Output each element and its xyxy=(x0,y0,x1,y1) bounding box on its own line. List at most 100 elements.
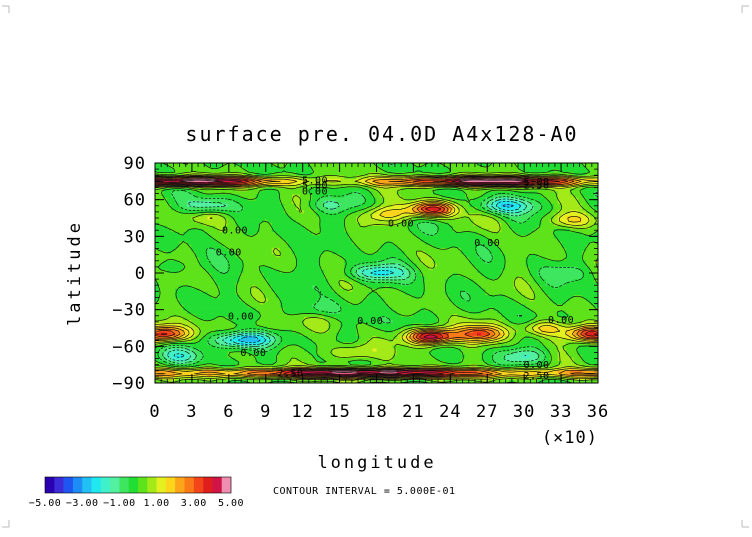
heatmap-cell xyxy=(187,229,192,233)
heatmap-cell xyxy=(223,257,228,261)
heatmap-cell xyxy=(295,295,301,299)
heatmap-cell xyxy=(336,285,341,290)
heatmap-cell xyxy=(187,216,192,220)
heatmap-cell xyxy=(171,273,176,277)
heatmap-cell xyxy=(332,273,337,277)
heatmap-cell xyxy=(336,216,341,220)
heatmap-cell xyxy=(489,232,494,236)
heatmap-cell xyxy=(384,225,389,230)
heatmap-cell xyxy=(199,263,204,268)
heatmap-cell xyxy=(340,225,345,230)
heatmap-cell xyxy=(159,285,164,290)
heatmap-cell xyxy=(469,251,474,255)
heatmap-cell xyxy=(179,197,184,202)
heatmap-cell xyxy=(465,213,470,217)
heatmap-cell xyxy=(247,247,253,252)
heatmap-cell xyxy=(295,203,301,208)
heatmap-cell xyxy=(299,194,305,198)
heatmap-cell xyxy=(420,251,426,255)
heatmap-cell xyxy=(163,244,168,249)
heatmap-cell xyxy=(388,247,393,252)
heatmap-cell xyxy=(207,282,212,286)
heatmap-cell xyxy=(356,175,361,180)
heatmap-cell xyxy=(271,194,277,198)
heatmap-cell xyxy=(573,200,579,205)
heatmap-cell xyxy=(179,254,184,258)
heatmap-cell xyxy=(291,238,297,242)
heatmap-cell xyxy=(304,188,309,192)
heatmap-cell xyxy=(316,285,321,290)
heatmap-cell xyxy=(227,200,232,205)
heatmap-cell xyxy=(159,222,164,227)
heatmap-cell xyxy=(239,232,244,236)
heatmap-cell xyxy=(171,266,176,271)
heatmap-cell xyxy=(497,279,502,283)
heatmap-cell xyxy=(561,285,567,290)
heatmap-cell xyxy=(440,254,446,258)
heatmap-cell xyxy=(501,213,506,217)
heatmap-cell xyxy=(187,222,192,227)
heatmap-cell xyxy=(477,298,482,302)
heatmap-cell xyxy=(416,298,422,302)
heatmap-cell xyxy=(231,216,236,220)
heatmap-cell xyxy=(416,241,422,246)
heatmap-cell xyxy=(320,225,325,230)
heatmap-cell xyxy=(372,254,377,258)
heatmap-cell xyxy=(400,235,406,239)
heatmap-cell xyxy=(308,225,313,230)
heatmap-cell xyxy=(517,166,522,170)
heatmap-cell xyxy=(404,279,410,283)
heatmap-cell xyxy=(537,282,542,286)
heatmap-cell xyxy=(404,244,410,249)
heatmap-cell xyxy=(275,166,281,170)
heatmap-cell xyxy=(521,210,526,214)
heatmap-cell xyxy=(163,276,168,280)
heatmap-cell xyxy=(364,232,369,236)
heatmap-cell xyxy=(368,203,373,208)
heatmap-cell xyxy=(255,210,261,214)
heatmap-cell xyxy=(585,163,591,167)
heatmap-cell xyxy=(412,172,418,176)
heatmap-cell xyxy=(360,247,365,252)
heatmap-cell xyxy=(364,244,369,249)
heatmap-cell xyxy=(207,247,212,252)
heatmap-cell xyxy=(465,216,470,220)
heatmap-cell xyxy=(513,191,518,195)
heatmap-cell xyxy=(521,213,526,217)
heatmap-cell xyxy=(247,163,253,167)
heatmap-cell xyxy=(525,260,530,264)
heatmap-cell xyxy=(287,166,293,170)
heatmap-cell xyxy=(440,216,446,220)
heatmap-cell xyxy=(477,279,482,283)
heatmap-cell xyxy=(561,260,567,264)
heatmap-cell xyxy=(376,216,381,220)
heatmap-cell xyxy=(557,222,563,227)
heatmap-cell xyxy=(388,273,393,277)
heatmap-cell xyxy=(223,207,228,211)
heatmap-cell xyxy=(312,295,317,299)
heatmap-cell xyxy=(412,273,418,277)
heatmap-cell xyxy=(513,279,518,283)
heatmap-cell xyxy=(549,279,555,283)
heatmap-cell xyxy=(469,222,474,227)
heatmap-cell xyxy=(541,282,546,286)
heatmap-cell xyxy=(235,229,240,233)
heatmap-cell xyxy=(549,266,555,271)
heatmap-cell xyxy=(420,273,426,277)
heatmap-cell xyxy=(223,229,228,233)
heatmap-cell xyxy=(295,169,301,173)
heatmap-cell xyxy=(163,225,168,230)
heatmap-cell xyxy=(561,229,567,233)
heatmap-cell xyxy=(420,266,426,271)
heatmap-cell xyxy=(328,298,333,302)
heatmap-cell xyxy=(412,169,418,173)
heatmap-cell xyxy=(424,301,430,305)
heatmap-cell xyxy=(223,219,228,224)
heatmap-cell xyxy=(360,225,365,230)
heatmap-cell xyxy=(380,166,385,170)
heatmap-cell xyxy=(203,298,208,302)
heatmap-cell xyxy=(469,266,474,271)
heatmap-cell xyxy=(247,260,253,264)
heatmap-cell xyxy=(457,213,462,217)
heatmap-cell xyxy=(211,166,216,170)
